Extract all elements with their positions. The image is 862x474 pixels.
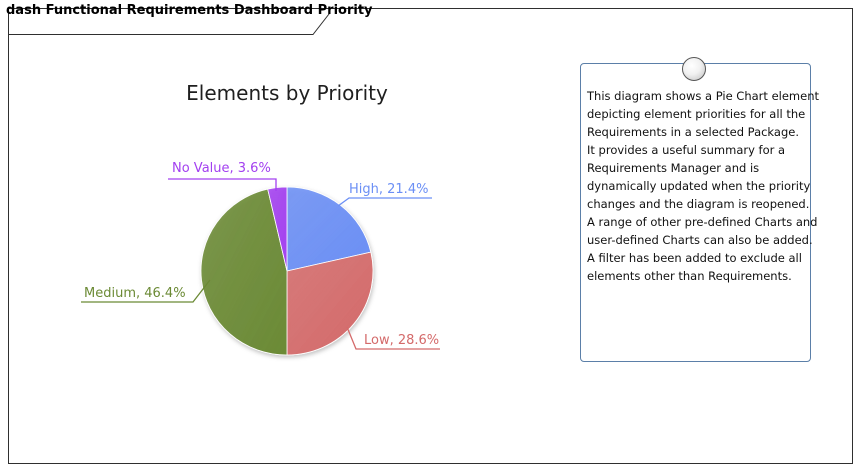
note-line: changes and the diagram is reopened. <box>587 197 810 211</box>
pie-slice-high[interactable] <box>286 186 372 272</box>
note-line: A filter has been added to exclude all <box>587 251 802 265</box>
chart-title: Elements by Priority <box>186 81 388 105</box>
leader-line-no-value <box>168 178 277 191</box>
pie-slice-medium[interactable] <box>200 188 288 356</box>
note-line: Requirements in a selected Package. <box>587 125 799 139</box>
pie-slice-no-value[interactable] <box>267 186 288 272</box>
slice-label-medium: Medium, 46.4% <box>84 286 186 301</box>
leader-line-low <box>346 326 440 350</box>
slice-label-high: High, 21.4% <box>349 182 428 197</box>
note-line: Requirements Manager and is <box>587 161 760 175</box>
leader-line-high <box>337 197 432 207</box>
leader-line-medium <box>81 279 211 303</box>
note-line: depicting element priorities for all the <box>587 107 806 121</box>
note-line: It provides a useful summary for a <box>587 143 786 157</box>
note-box[interactable] <box>580 63 811 362</box>
frame-title: dash Functional Requirements Dashboard P… <box>6 3 373 18</box>
note-line: dynamically updated when the priority <box>587 179 811 193</box>
note-text: This diagram shows a Pie Chart element d… <box>587 87 819 285</box>
pie-slice-low[interactable] <box>286 251 374 356</box>
note-pin-icon <box>682 57 706 81</box>
note-line: user-defined Charts can also be added. <box>587 233 813 247</box>
slice-label-low: Low, 28.6% <box>364 333 439 348</box>
note-line: A range of other pre-defined Charts and <box>587 215 818 229</box>
slice-label-no-value: No Value, 3.6% <box>172 161 271 176</box>
note-line: elements other than Requirements. <box>587 269 792 283</box>
note-line: This diagram shows a Pie Chart element <box>587 89 819 103</box>
